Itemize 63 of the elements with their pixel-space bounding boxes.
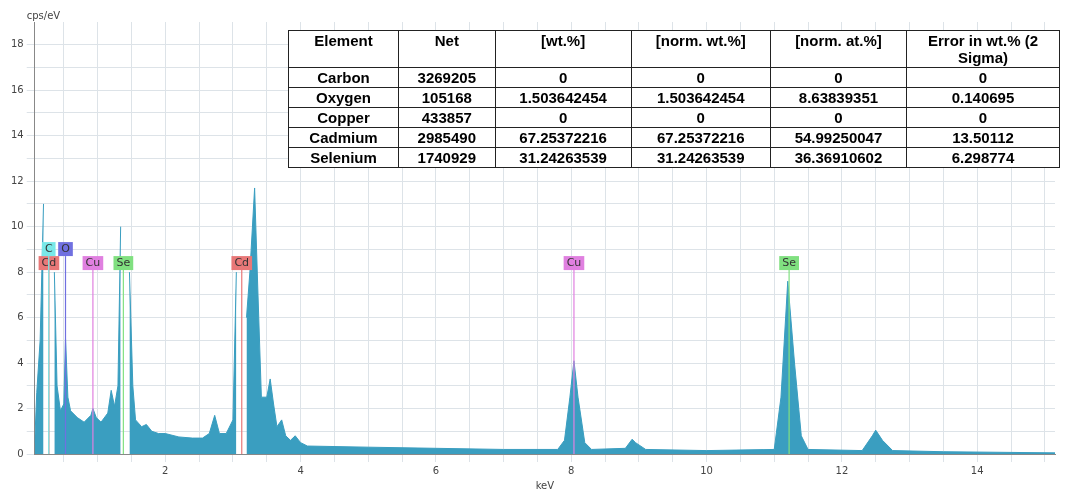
annotation: 0 (906, 67, 1060, 88)
annotation: Selenium (288, 147, 399, 168)
annotation: Cadmium (288, 127, 399, 148)
x-tick-label: 6 (432, 464, 440, 476)
annotation: Copper (288, 107, 399, 128)
y-tick-label: 6 (17, 311, 24, 323)
annotation: 105168 (398, 87, 496, 108)
annotation: 0 (770, 107, 907, 128)
annotation: 0 (495, 67, 632, 88)
ref-line-label: Cu (85, 255, 101, 269)
category-label: [norm. wt.%] (631, 30, 771, 68)
ref-line-label: O (61, 241, 71, 255)
x-tick-label: 4 (297, 464, 304, 476)
annotation: 3269205 (398, 67, 496, 88)
annotation: 67.25372216 (631, 127, 771, 148)
category-label: [wt.%] (495, 30, 632, 68)
ref-line-label: Cd (234, 255, 250, 269)
ref-line-label: Cd (41, 255, 57, 269)
annotation: 31.24263539 (495, 147, 632, 168)
annotation: 6.298774 (906, 147, 1060, 168)
annotation: 0.140695 (906, 87, 1060, 108)
category-label: [norm. at.%] (770, 30, 907, 68)
category-label: Net (398, 30, 496, 68)
x-tick-label: 14 (970, 464, 984, 476)
y-tick-label: 10 (10, 220, 24, 232)
y-tick-label: 8 (17, 265, 24, 277)
ref-line-label: Cu (566, 255, 582, 269)
annotation: 433857 (398, 107, 496, 128)
x-tick-label: 12 (835, 464, 849, 476)
annotation: 0 (495, 107, 632, 128)
y-tick-label: 0 (17, 447, 24, 459)
annotation: 0 (631, 67, 771, 88)
y-tick-label: 12 (10, 174, 24, 186)
y-tick-label: 4 (17, 356, 24, 368)
category-label: Error in wt.% (2 Sigma) (906, 30, 1060, 68)
x-tick-label: 10 (700, 464, 713, 476)
y-tick-label: 14 (10, 129, 24, 141)
annotation: 2985490 (398, 127, 496, 148)
annotation: 0 (770, 67, 907, 88)
y-tick-label: 2 (17, 402, 24, 414)
annotation: 1740929 (398, 147, 496, 168)
y-axis-title: cps/eV (26, 9, 61, 21)
annotation: 54.99250047 (770, 127, 907, 148)
annotation: 0 (906, 107, 1060, 128)
annotation: Oxygen (288, 87, 399, 108)
annotation: 13.50112 (906, 127, 1060, 148)
annotation: 67.25372216 (495, 127, 632, 148)
annotation: Carbon (288, 67, 399, 88)
ref-line-label: C (44, 241, 53, 255)
y-tick-label: 18 (10, 38, 24, 50)
annotation: 1.503642454 (495, 87, 632, 108)
annotation: 1.503642454 (631, 87, 771, 108)
ref-line-label: Se (782, 255, 797, 269)
annotation: 0 (631, 107, 771, 128)
annotation: 36.36910602 (770, 147, 907, 168)
annotation: 8.63839351 (770, 87, 907, 108)
category-label: Element (288, 30, 399, 68)
x-tick-label: 8 (568, 464, 575, 476)
ref-line-label: Se (116, 255, 131, 269)
annotation: 31.24263539 (631, 147, 771, 168)
y-tick-label: 16 (10, 83, 24, 95)
x-tick-label: 2 (162, 464, 169, 476)
x-axis-title: keV (535, 479, 555, 491)
